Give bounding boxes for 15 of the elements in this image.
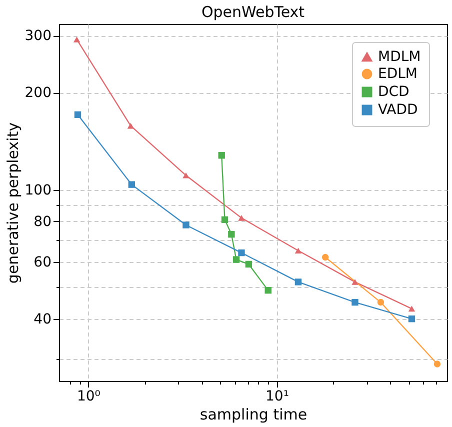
y-tick-label: 40 [34,311,52,328]
legend-label: EDLM [378,66,418,82]
legend-label: MDLM [378,49,421,65]
y-tick-label: 200 [24,85,52,102]
y-tick-label: 80 [34,214,52,230]
x-tick-label: 10⁰ [76,388,101,404]
chart-title: OpenWebText [201,3,305,21]
legend-label: DCD [378,84,410,100]
x-tick-label: 10¹ [266,388,289,404]
x-axis-title: sampling time [200,406,308,424]
y-axis-title: generative perplexity [4,122,22,284]
y-tick-label: 100 [24,182,52,199]
legend-label: VADD [378,102,418,118]
y-tick-label: 300 [24,28,52,44]
y-tick-label: 60 [34,254,52,270]
